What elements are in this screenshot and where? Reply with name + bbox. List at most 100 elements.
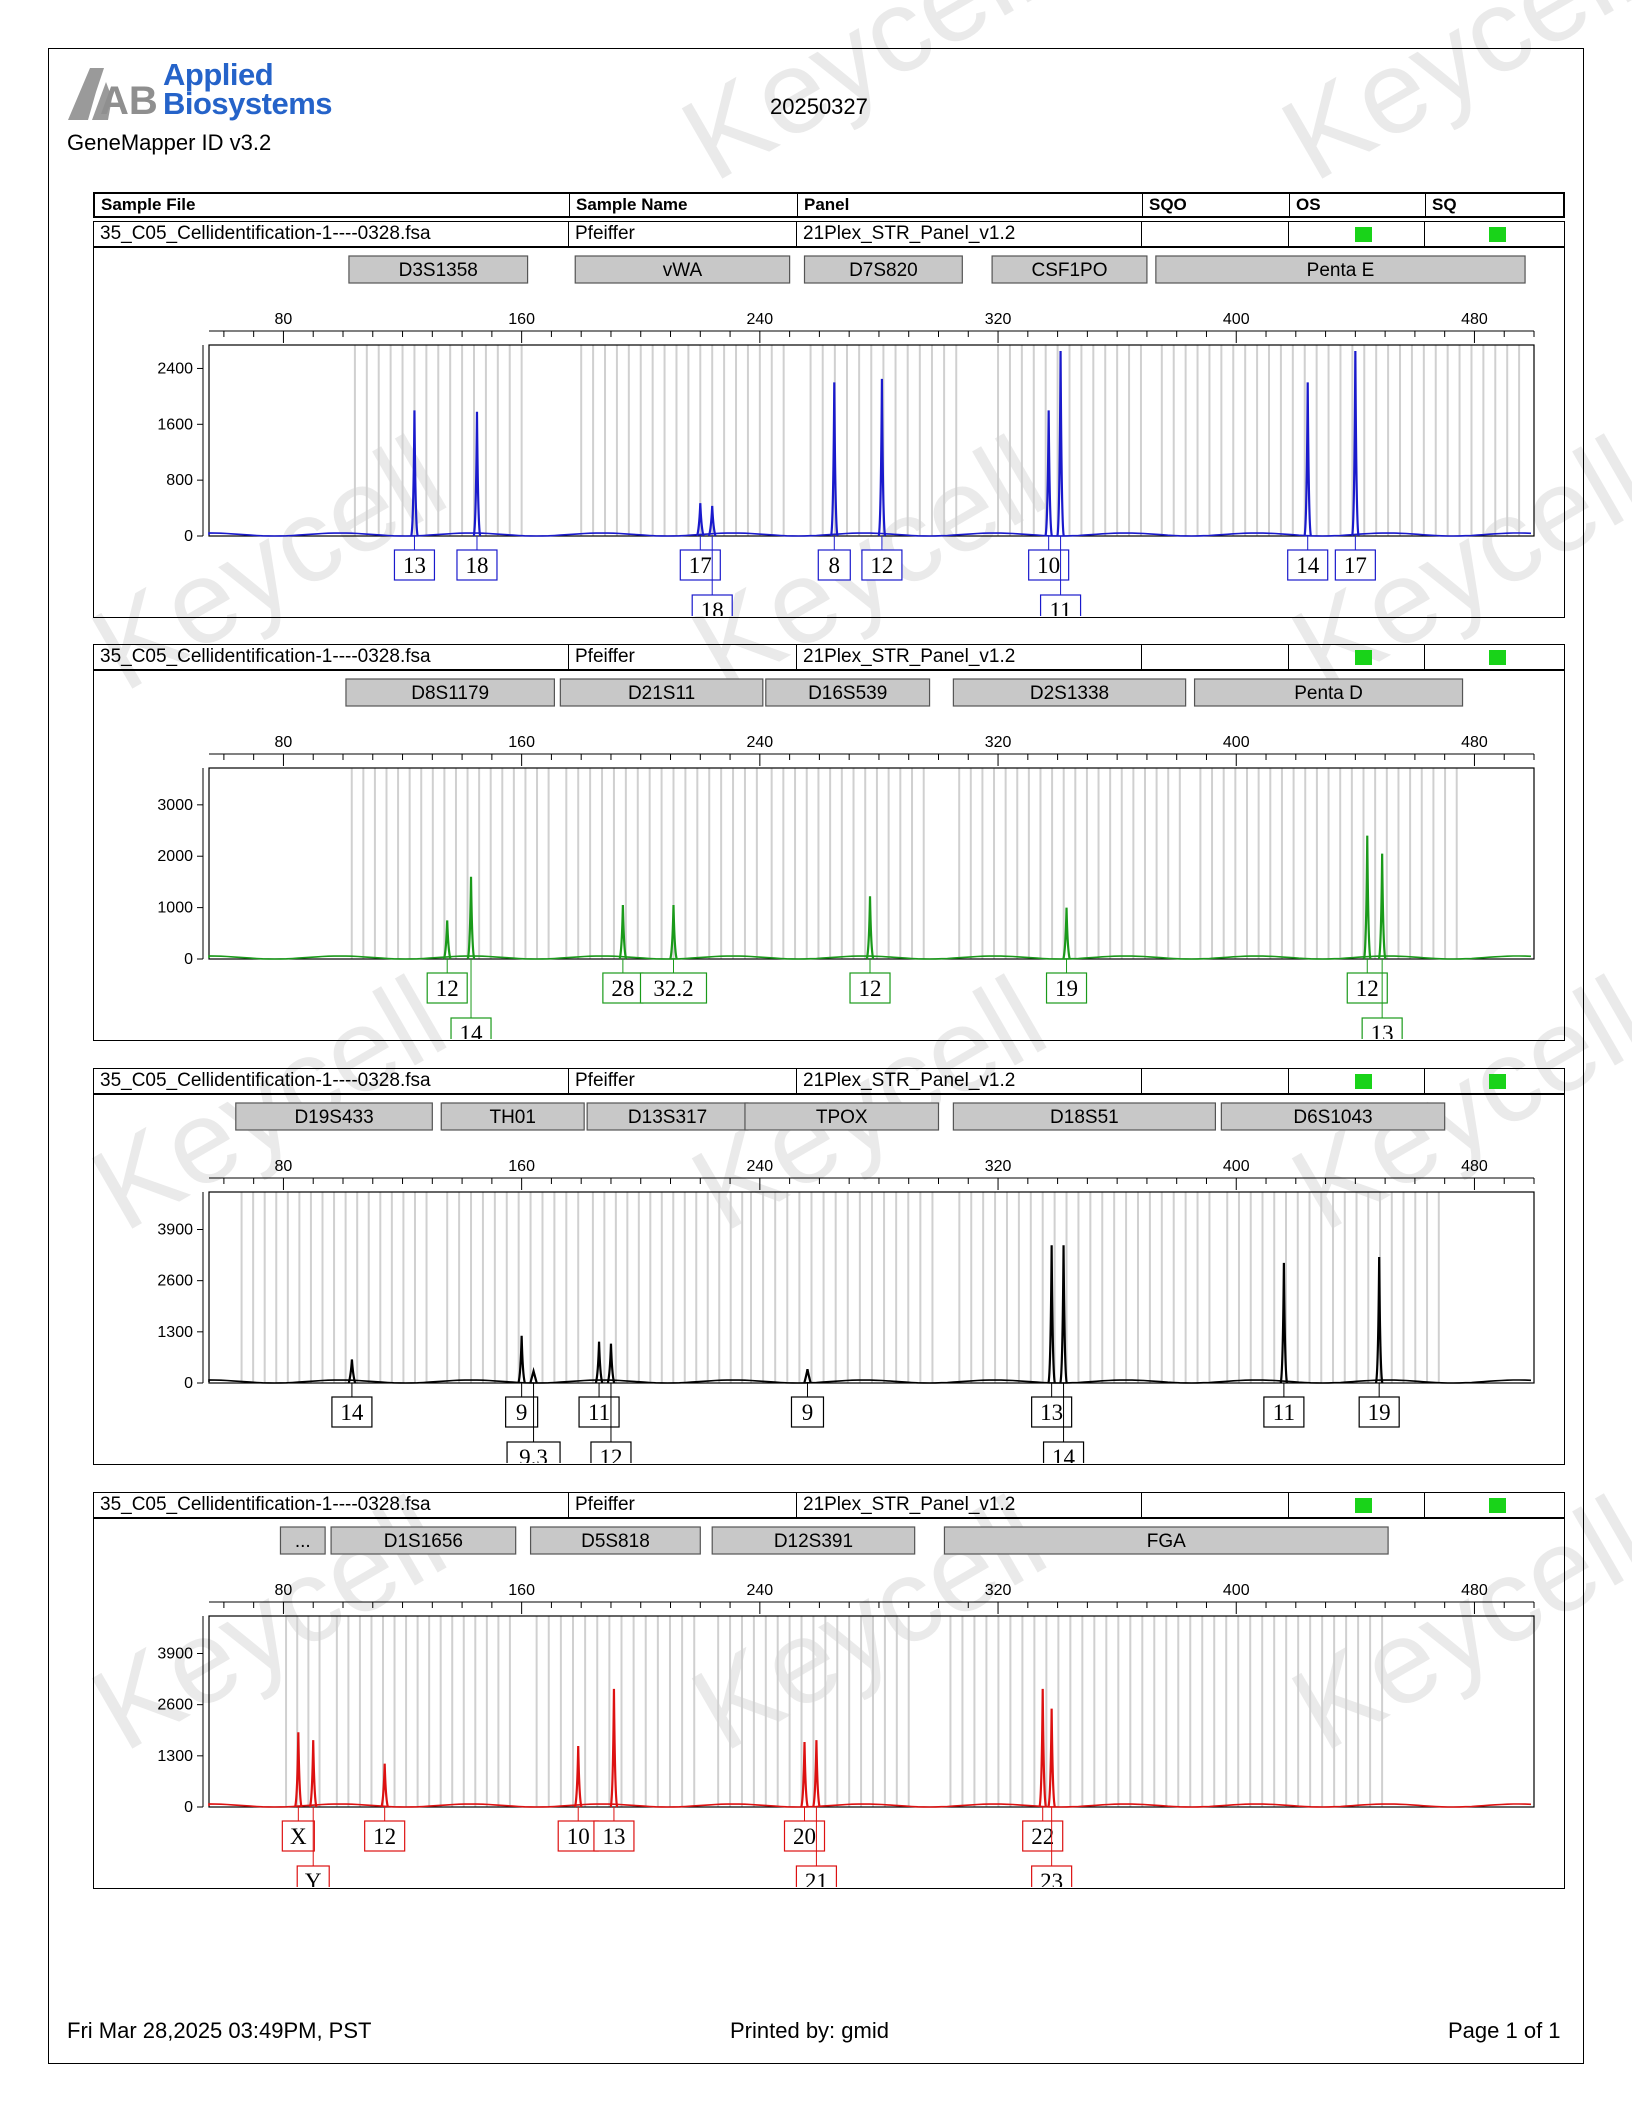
col-sqo: SQO <box>1143 194 1290 216</box>
x-tick-label: 240 <box>746 311 773 328</box>
allele-call-box <box>1042 1441 1085 1463</box>
sample-name: Pfeiffer <box>569 1493 797 1517</box>
x-tick-label: 320 <box>985 1582 1012 1599</box>
allele-call-label: X <box>290 1824 307 1849</box>
sample-name: Pfeiffer <box>569 222 797 246</box>
electropherogram-panel-blue: 35_C05_Cellidentification-1----0328.fsa … <box>93 221 1565 618</box>
peak-trace <box>410 410 419 537</box>
peak-trace <box>308 1740 318 1808</box>
peak-trace <box>803 1369 812 1384</box>
allele-call-label: 9 <box>516 1400 528 1425</box>
locus-marker-box <box>1155 255 1526 284</box>
locus-marker-box <box>803 255 963 284</box>
footer-datetime: Fri Mar 28,2025 03:49PM, PST <box>67 2018 372 2043</box>
allele-call-label: 21 <box>805 1869 828 1887</box>
allele-call-label: Y <box>305 1869 322 1887</box>
col-os: OS <box>1290 194 1426 216</box>
logo-letters: AB <box>100 79 158 123</box>
locus-marker-box <box>235 1102 433 1131</box>
y-tick-label: 2400 <box>157 360 193 377</box>
allele-call-label: 19 <box>1055 976 1078 1001</box>
x-tick-label: 480 <box>1461 1158 1488 1175</box>
peak-trace <box>865 896 875 960</box>
allele-call-label: 28 <box>611 976 634 1001</box>
allele-call-box <box>817 549 851 581</box>
allele-call-label: 11 <box>1273 1400 1295 1425</box>
peak-trace <box>606 1343 616 1384</box>
panel-name: 21Plex_STR_Panel_v1.2 <box>797 645 1142 669</box>
x-tick-label: 80 <box>275 311 293 328</box>
x-tick-label: 400 <box>1223 1582 1250 1599</box>
x-tick-label: 480 <box>1461 311 1488 328</box>
os-quality-flag <box>1355 1074 1372 1089</box>
allele-call-box <box>861 549 903 581</box>
locus-marker-box <box>991 255 1148 284</box>
panel-name: 21Plex_STR_Panel_v1.2 <box>797 1493 1142 1517</box>
electropherogram-chart: D19S433 TH01 D13S317 TPOX D18S51 D6S1043 80 160… <box>157 1102 1535 1463</box>
locus-marker-label: D8S1179 <box>411 683 489 704</box>
y-tick-label: 1300 <box>157 1324 193 1341</box>
locus-marker-box <box>559 678 764 707</box>
allele-call-box <box>1334 549 1376 581</box>
allele-call-box <box>679 549 721 581</box>
x-tick-label: 80 <box>275 1158 293 1175</box>
allele-call-label: 12 <box>436 976 459 1001</box>
allele-call-box <box>1022 1820 1064 1852</box>
peak-trace <box>294 1732 303 1808</box>
allele-call-label: 13 <box>1040 1400 1063 1425</box>
allele-call-box <box>790 1396 825 1428</box>
peak-trace <box>1038 1688 1047 1808</box>
allele-call-label: 14 <box>1052 1445 1076 1463</box>
allele-call-box <box>505 1396 539 1428</box>
x-tick-label: 480 <box>1461 1582 1488 1599</box>
allele-call-label: 22 <box>1031 1824 1054 1849</box>
allele-call-label: 13 <box>602 1824 625 1849</box>
locus-marker-label: vWA <box>663 260 703 281</box>
peak-trace <box>618 905 628 960</box>
x-tick-label: 160 <box>508 311 535 328</box>
peak-trace <box>1279 1262 1289 1384</box>
allele-call-label: 12 <box>870 553 893 578</box>
panel-name: 21Plex_STR_Panel_v1.2 <box>797 222 1142 246</box>
locus-marker-label: D5S818 <box>581 1531 650 1552</box>
locus-marker-label: CSF1PO <box>1031 260 1107 281</box>
sq-quality-flag <box>1489 1074 1506 1089</box>
x-tick-label: 160 <box>508 1158 535 1175</box>
sqo-cell <box>1142 222 1289 246</box>
x-tick-label: 320 <box>985 311 1012 328</box>
locus-marker-label: D1S1656 <box>384 1531 463 1552</box>
os-cell <box>1289 1069 1425 1093</box>
baseline-trace <box>208 1803 1532 1808</box>
electropherogram-panel-red: 35_C05_Cellidentification-1----0328.fsa … <box>93 1492 1565 1889</box>
allele-call-label: 12 <box>1356 976 1379 1001</box>
allele-call-label: 17 <box>1344 553 1367 578</box>
y-tick-label: 0 <box>184 951 193 968</box>
allele-call-box <box>783 1820 826 1852</box>
allele-call-label: 12 <box>373 1824 396 1849</box>
locus-marker-box <box>744 1102 940 1131</box>
peak-trace <box>442 920 452 960</box>
locus-marker-box <box>529 1526 701 1555</box>
x-tick-label: 480 <box>1461 734 1488 751</box>
sq-quality-flag <box>1489 1498 1506 1513</box>
y-tick-label: 3000 <box>157 797 193 814</box>
x-tick-label: 240 <box>746 1582 773 1599</box>
x-tick-label: 80 <box>275 1582 293 1599</box>
os-quality-flag <box>1355 227 1372 242</box>
allelic-bins <box>350 768 1458 959</box>
peak-trace <box>1362 835 1372 960</box>
sample-row: 35_C05_Cellidentification-1----0328.fsa … <box>94 1493 1564 1519</box>
peak-trace <box>380 1763 389 1808</box>
os-quality-flag <box>1355 650 1372 665</box>
allele-call-box <box>506 1441 561 1463</box>
allele-call-box <box>593 1820 635 1852</box>
peak-trace <box>594 1341 604 1384</box>
allele-call-label: 23 <box>1040 1869 1063 1887</box>
locus-marker-box <box>574 255 791 284</box>
peak-trace <box>1059 1245 1068 1384</box>
locus-marker-box <box>943 1526 1389 1555</box>
allele-call-label: 14 <box>460 1021 484 1039</box>
sq-quality-flag <box>1489 227 1506 242</box>
peak-trace <box>800 1742 809 1808</box>
os-cell <box>1289 645 1425 669</box>
